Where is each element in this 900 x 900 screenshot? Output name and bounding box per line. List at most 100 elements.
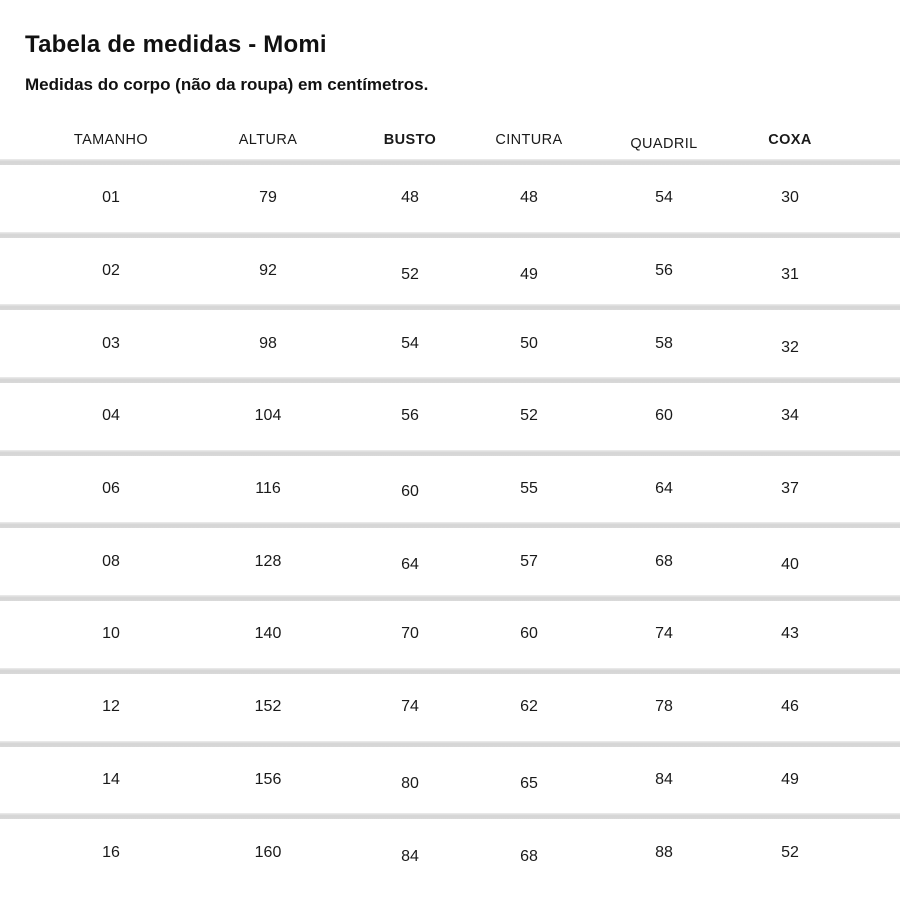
col-header-cintura: CINTURA [495, 132, 563, 148]
cell-coxa: 46 [781, 698, 799, 716]
cell-quadril: 68 [655, 552, 673, 570]
cell-busto: 70 [401, 625, 419, 643]
cell-tamanho: 06 [102, 480, 120, 498]
cell-busto: 84 [401, 847, 419, 865]
cell-tamanho: 16 [102, 843, 120, 861]
cell-altura: 156 [254, 770, 282, 788]
row-divider [0, 813, 900, 820]
table-row-block: 01 79 48 48 54 30 [0, 159, 900, 232]
cell-tamanho: 14 [102, 770, 120, 788]
table-row: 03 98 54 50 58 32 [0, 310, 900, 377]
cell-coxa: 32 [781, 338, 799, 356]
cell-cintura: 62 [520, 698, 538, 716]
page-subtitle: Medidas do corpo (não da roupa) em centí… [25, 75, 429, 94]
cell-busto: 60 [401, 483, 419, 501]
cell-busto: 64 [401, 555, 419, 573]
row-divider [0, 377, 900, 384]
table-row-block: 08 128 64 57 68 40 [0, 522, 900, 595]
table-row-block: 16 160 84 68 88 52 [0, 813, 900, 886]
col-header-coxa: COXA [768, 132, 812, 148]
col-header-altura: ALTURA [238, 132, 298, 148]
cell-busto: 54 [401, 334, 419, 352]
cell-cintura: 65 [520, 774, 538, 792]
cell-altura: 160 [254, 843, 282, 861]
cell-altura: 140 [254, 625, 282, 643]
cell-tamanho: 08 [102, 552, 120, 570]
cell-cintura: 57 [520, 552, 538, 570]
row-divider [0, 231, 900, 238]
cell-tamanho: 12 [102, 698, 120, 716]
cell-coxa: 43 [781, 625, 799, 643]
table-row-block: 14 156 80 65 84 49 [0, 740, 900, 814]
cell-altura: 104 [254, 407, 282, 425]
cell-altura: 128 [254, 552, 282, 570]
cell-coxa: 34 [781, 407, 799, 425]
row-divider [0, 740, 900, 747]
cell-cintura: 50 [520, 334, 538, 352]
cell-quadril: 88 [655, 843, 673, 861]
row-divider [0, 522, 900, 529]
table-row-block: 12 152 74 62 78 46 [0, 667, 900, 741]
cell-quadril: 58 [655, 334, 673, 352]
cell-quadril: 56 [655, 262, 673, 280]
cell-busto: 56 [401, 407, 419, 425]
table-row: 16 160 84 68 88 52 [0, 819, 900, 886]
table-row-block: 10 140 70 60 74 43 [0, 595, 900, 668]
cell-quadril: 54 [655, 189, 673, 207]
cell-quadril: 84 [655, 770, 673, 788]
cell-coxa: 52 [781, 843, 799, 861]
cell-cintura: 48 [520, 189, 538, 207]
cell-altura: 92 [259, 262, 277, 280]
cell-busto: 48 [401, 189, 419, 207]
col-header-busto: BUSTO [383, 132, 437, 148]
table-row: 10 140 70 60 74 43 [0, 601, 900, 668]
size-table-body: 01 79 48 48 54 30 02 92 52 49 56 31 03 9… [0, 159, 900, 886]
row-divider [0, 595, 900, 602]
row-divider [0, 449, 900, 456]
table-row: 12 152 74 62 78 46 [0, 674, 900, 741]
cell-cintura: 55 [520, 480, 538, 498]
cell-altura: 98 [259, 334, 277, 352]
cell-tamanho: 03 [102, 334, 120, 352]
table-row: 14 156 80 65 84 49 [0, 747, 900, 814]
cell-cintura: 60 [520, 625, 538, 643]
cell-quadril: 74 [655, 625, 673, 643]
cell-coxa: 31 [781, 266, 799, 284]
row-divider [0, 159, 900, 165]
col-header-tamanho: TAMANHO [73, 132, 149, 148]
cell-coxa: 37 [781, 480, 799, 498]
cell-tamanho: 10 [102, 625, 120, 643]
col-header-quadril: QUADRIL [630, 136, 698, 152]
table-row-block: 03 98 54 50 58 32 [0, 304, 900, 377]
page-title: Tabela de medidas - Momi [25, 31, 327, 58]
cell-coxa: 40 [781, 555, 799, 573]
cell-tamanho: 02 [102, 262, 120, 280]
cell-altura: 152 [254, 698, 282, 716]
table-header-row: TAMANHO ALTURA BUSTO CINTURA QUADRIL COX… [0, 129, 900, 157]
row-divider [0, 304, 900, 311]
cell-tamanho: 01 [102, 189, 120, 207]
table-row: 02 92 52 49 56 31 [0, 238, 900, 305]
table-row: 01 79 48 48 54 30 [0, 165, 900, 232]
table-row-block: 06 116 60 55 64 37 [0, 449, 900, 523]
cell-cintura: 52 [520, 407, 538, 425]
table-row-block: 04 104 56 52 60 34 [0, 377, 900, 450]
cell-quadril: 78 [655, 698, 673, 716]
cell-busto: 80 [401, 774, 419, 792]
table-row: 08 128 64 57 68 40 [0, 528, 900, 595]
cell-cintura: 49 [520, 266, 538, 284]
cell-altura: 116 [255, 480, 281, 498]
cell-quadril: 60 [655, 407, 673, 425]
table-row: 06 116 60 55 64 37 [0, 456, 900, 523]
table-row: 04 104 56 52 60 34 [0, 383, 900, 450]
cell-busto: 74 [401, 698, 419, 716]
cell-coxa: 30 [781, 189, 799, 207]
table-row-block: 02 92 52 49 56 31 [0, 231, 900, 305]
cell-busto: 52 [401, 266, 419, 284]
cell-tamanho: 04 [102, 407, 120, 425]
cell-quadril: 64 [655, 480, 673, 498]
cell-altura: 79 [259, 189, 277, 207]
cell-cintura: 68 [520, 847, 538, 865]
cell-coxa: 49 [781, 770, 799, 788]
